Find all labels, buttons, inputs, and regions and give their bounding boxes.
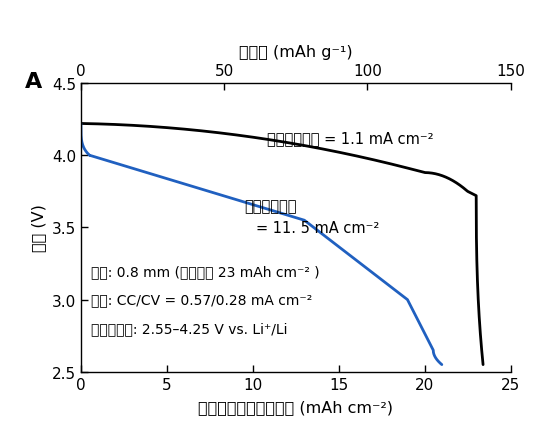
Text: 放電電流密度: 放電電流密度	[244, 199, 297, 214]
X-axis label: 電極面積あたりの容量 (mAh cm⁻²): 電極面積あたりの容量 (mAh cm⁻²)	[198, 399, 393, 414]
Text: 厘み: 0.8 mm (理論容量 23 mAh cm⁻² ): 厘み: 0.8 mm (理論容量 23 mAh cm⁻² )	[91, 264, 320, 278]
Text: A: A	[25, 72, 42, 92]
Text: 放電電流密度 = 1.1 mA cm⁻²: 放電電流密度 = 1.1 mA cm⁻²	[267, 131, 433, 146]
Text: 充電: CC/CV = 0.57/0.28 mA cm⁻²: 充電: CC/CV = 0.57/0.28 mA cm⁻²	[91, 293, 312, 307]
Text: = 11. 5 mA cm⁻²: = 11. 5 mA cm⁻²	[256, 221, 379, 235]
Text: カットオフ: 2.55–4.25 V vs. Li⁺/Li: カットオフ: 2.55–4.25 V vs. Li⁺/Li	[91, 322, 288, 336]
Y-axis label: 電圧 (V): 電圧 (V)	[31, 204, 46, 252]
X-axis label: 比容量 (mAh g⁻¹): 比容量 (mAh g⁻¹)	[239, 45, 353, 60]
